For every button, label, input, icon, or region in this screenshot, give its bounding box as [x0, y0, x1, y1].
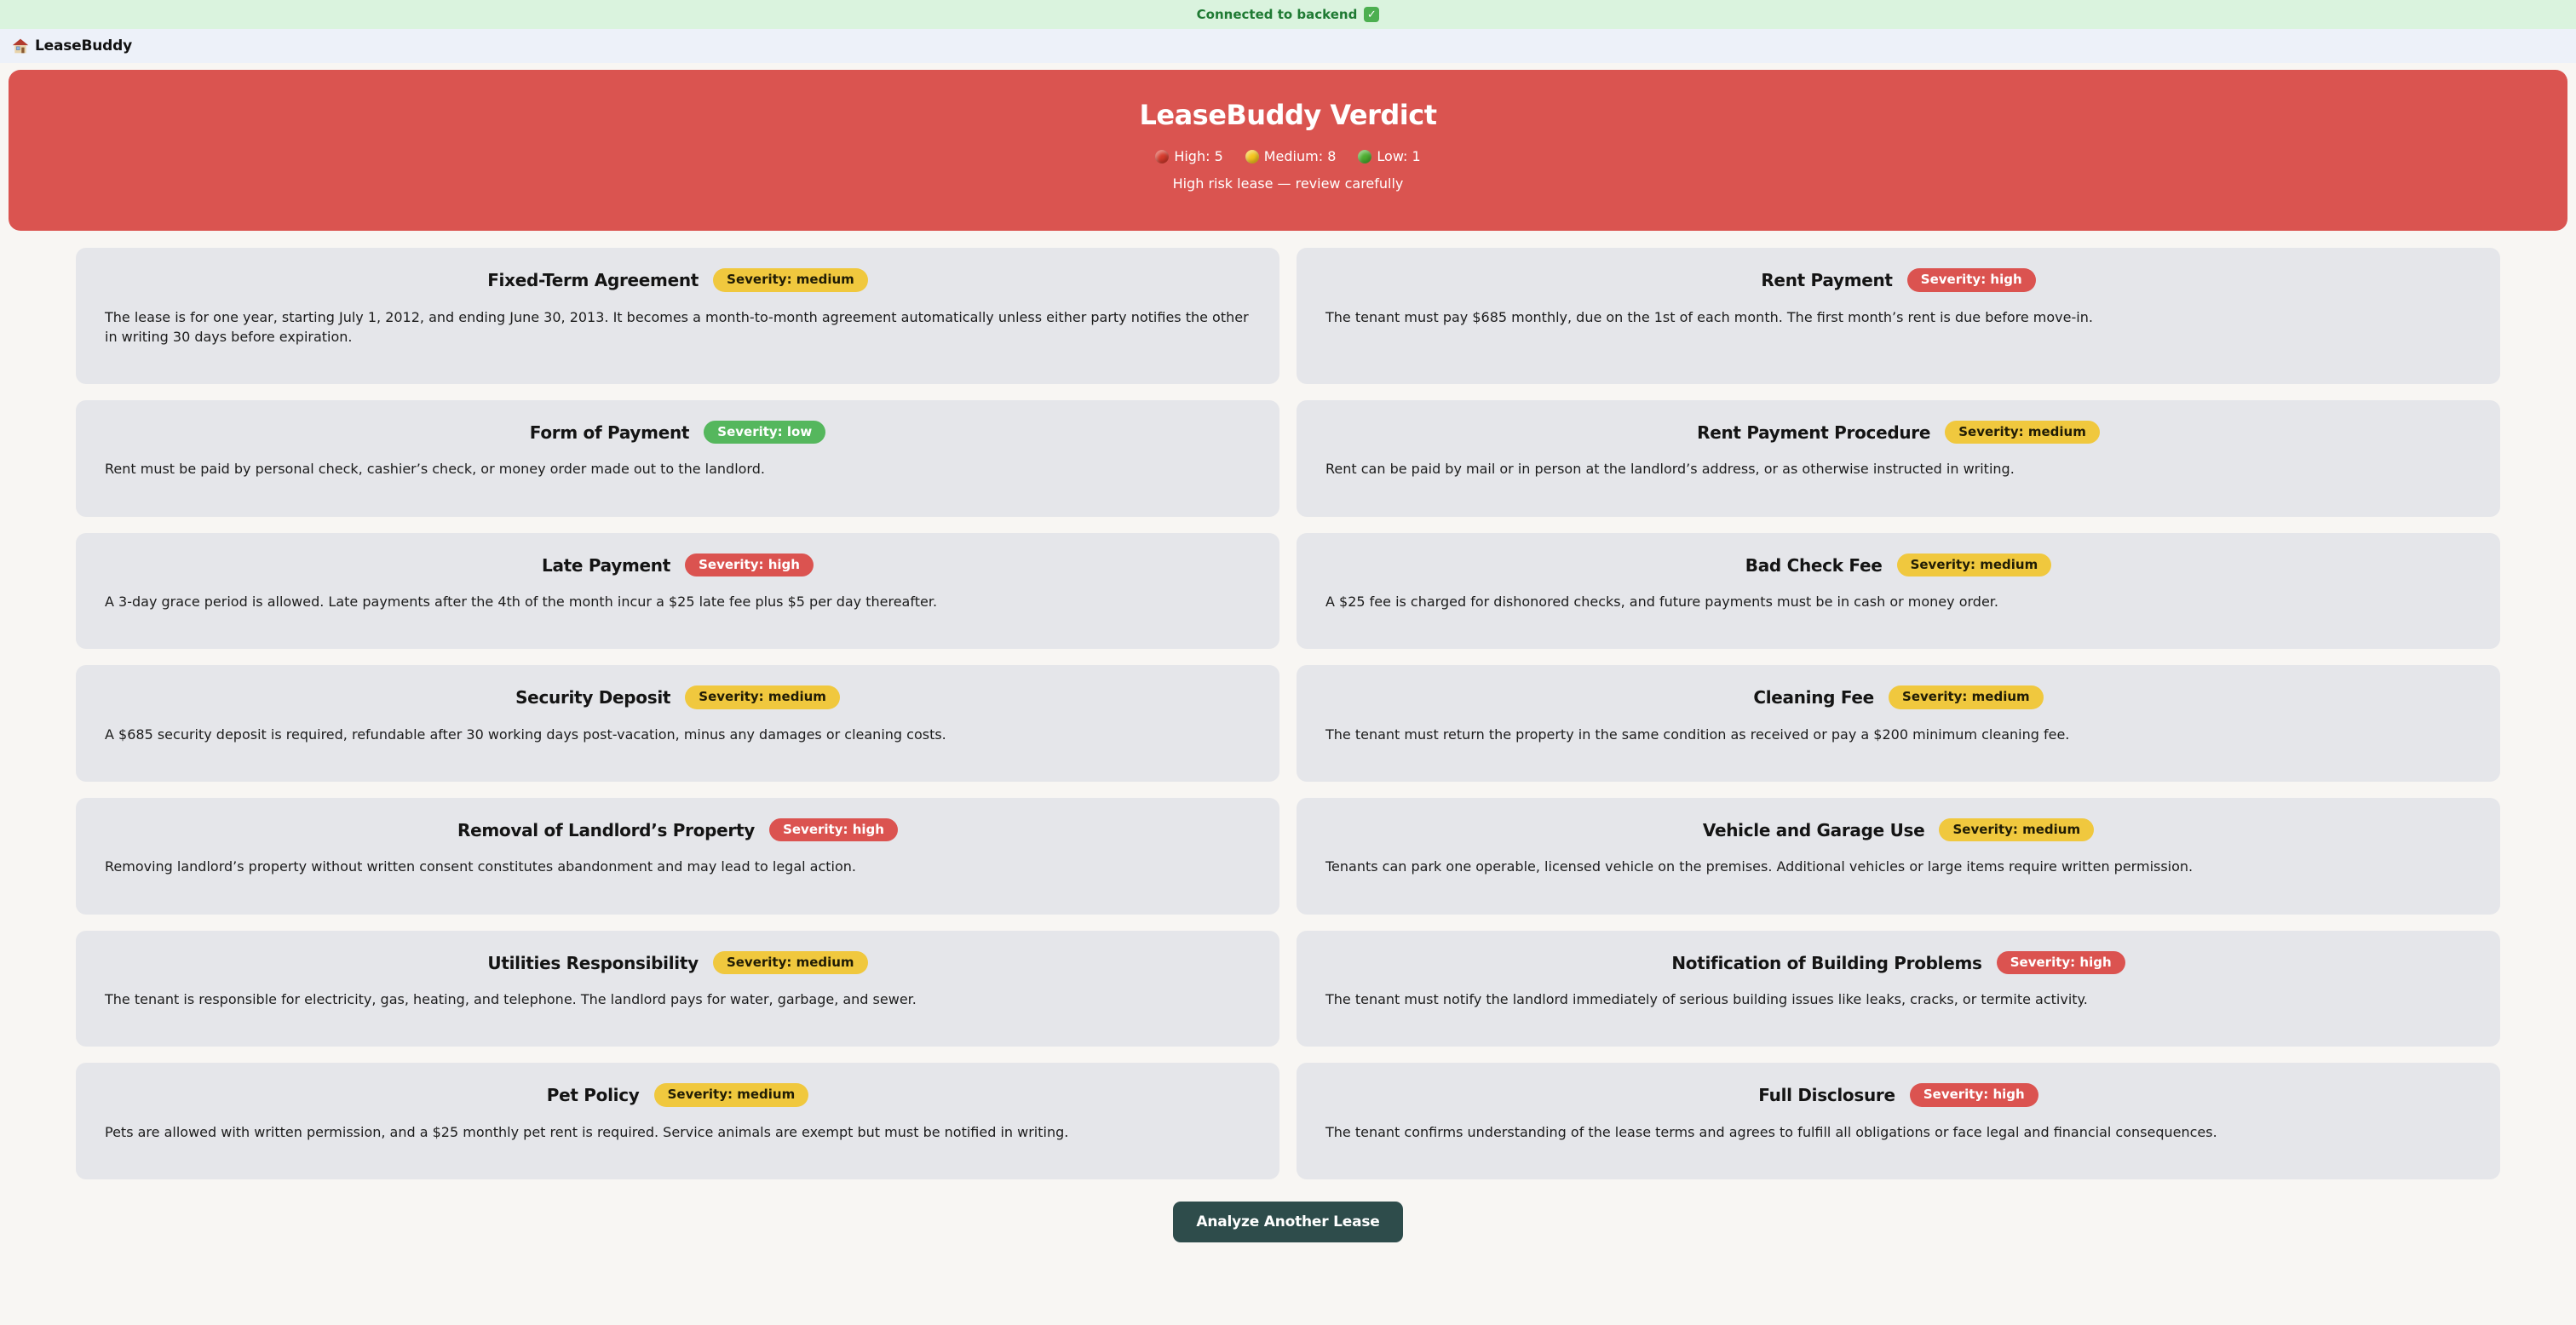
- clause-card-header: Vehicle and Garage Use Severity: medium: [1325, 817, 2471, 842]
- clause-card-header: Cleaning Fee Severity: medium: [1325, 685, 2471, 709]
- stat-medium: Medium: 8: [1245, 148, 1337, 164]
- clause-card: Form of Payment Severity: low Rent must …: [76, 399, 1279, 517]
- footer-actions: Analyze Another Lease: [0, 1202, 2576, 1242]
- verdict-title: LeaseBuddy Verdict: [1139, 99, 1437, 131]
- severity-badge: Severity: high: [685, 553, 814, 577]
- severity-badge: Severity: medium: [1896, 553, 2052, 577]
- severity-badge: Severity: high: [1909, 1083, 2038, 1107]
- clause-card: Full Disclosure Severity: high The tenan…: [1297, 1063, 2500, 1179]
- clause-title: Removal of Landlord’s Property: [457, 819, 755, 840]
- clause-description: A $685 security deposit is required, ref…: [105, 726, 946, 743]
- clause-card-header: Form of Payment Severity: low: [105, 420, 1251, 445]
- clause-description: Rent must be paid by personal check, cas…: [105, 461, 765, 478]
- clause-title: Form of Payment: [529, 422, 690, 443]
- clause-card: Security Deposit Severity: medium A $685…: [76, 665, 1279, 782]
- severity-badge: Severity: medium: [712, 950, 868, 975]
- clause-card: Late Payment Severity: high A 3-day grac…: [76, 532, 1279, 650]
- clause-card: Rent Payment Severity: high The tenant m…: [1297, 248, 2500, 384]
- medium-dot-icon: [1245, 149, 1259, 163]
- clause-description: The tenant must pay $685 monthly, due on…: [1325, 308, 2093, 325]
- clause-card-header: Late Payment Severity: high: [105, 553, 1251, 577]
- clause-description: Pets are allowed with written permission…: [105, 1123, 1069, 1140]
- verdict-panel: LeaseBuddy Verdict High: 5 Medium: 8 Low…: [9, 70, 2567, 231]
- clause-title: Pet Policy: [546, 1085, 640, 1106]
- clause-card-header: Pet Policy Severity: medium: [105, 1083, 1251, 1107]
- backend-status-text: Connected to backend: [1196, 7, 1358, 22]
- severity-badge: Severity: low: [704, 420, 826, 445]
- stat-high-text: High: 5: [1174, 148, 1223, 164]
- clause-card: Removal of Landlord’s Property Severity:…: [76, 797, 1279, 915]
- clause-card: Bad Check Fee Severity: medium A $25 fee…: [1297, 532, 2500, 650]
- check-icon: ✓: [1364, 7, 1380, 22]
- stat-low-text: Low: 1: [1377, 148, 1421, 164]
- clause-description: The tenant is responsible for electricit…: [105, 991, 917, 1008]
- clause-card: Utilities Responsibility Severity: mediu…: [76, 930, 1279, 1047]
- clause-card: Cleaning Fee Severity: medium The tenant…: [1297, 665, 2500, 782]
- clause-card-header: Rent Payment Procedure Severity: medium: [1325, 420, 2471, 445]
- clause-title: Rent Payment: [1761, 269, 1893, 290]
- severity-badge: Severity: high: [1996, 950, 2125, 975]
- clause-description: A 3-day grace period is allowed. Late pa…: [105, 594, 938, 611]
- clause-card: Fixed-Term Agreement Severity: medium Th…: [76, 248, 1279, 384]
- clause-title: Full Disclosure: [1758, 1085, 1895, 1106]
- clause-card-header: Security Deposit Severity: medium: [105, 685, 1251, 709]
- clause-title: Rent Payment Procedure: [1697, 422, 1931, 443]
- clause-title: Cleaning Fee: [1753, 687, 1874, 708]
- severity-badge: Severity: medium: [653, 1083, 809, 1107]
- clause-title: Late Payment: [542, 554, 670, 576]
- low-dot-icon: [1358, 149, 1372, 163]
- verdict-stats: High: 5 Medium: 8 Low: 1: [9, 148, 2567, 164]
- clause-card: Vehicle and Garage Use Severity: medium …: [1297, 797, 2500, 915]
- stat-low: Low: 1: [1358, 148, 1421, 164]
- analyze-another-lease-button[interactable]: Analyze Another Lease: [1173, 1202, 1403, 1242]
- verdict-subtitle: High risk lease — review carefully: [1172, 175, 1404, 192]
- severity-badge: Severity: high: [769, 817, 898, 842]
- app-header: LeaseBuddy: [0, 29, 2576, 63]
- clause-description: The tenant must notify the landlord imme…: [1325, 991, 2088, 1008]
- clause-card-header: Removal of Landlord’s Property Severity:…: [105, 817, 1251, 842]
- clause-card-header: Full Disclosure Severity: high: [1325, 1083, 2471, 1107]
- stat-medium-text: Medium: 8: [1263, 148, 1337, 164]
- clause-title: Vehicle and Garage Use: [1702, 819, 1925, 840]
- clause-card: Rent Payment Procedure Severity: medium …: [1297, 399, 2500, 517]
- clause-description: The lease is for one year, starting July…: [105, 308, 1249, 345]
- clause-description: The tenant must return the property in t…: [1325, 726, 2070, 743]
- clause-title: Bad Check Fee: [1745, 554, 1883, 576]
- clause-description: Tenants can park one operable, licensed …: [1325, 858, 2194, 875]
- clause-title: Utilities Responsibility: [487, 952, 699, 973]
- severity-badge: Severity: high: [1906, 268, 2036, 292]
- clause-description: A $25 fee is charged for dishonored chec…: [1325, 594, 1998, 611]
- stat-high: High: 5: [1155, 148, 1223, 164]
- clause-title: Security Deposit: [515, 687, 671, 708]
- clause-card-header: Utilities Responsibility Severity: mediu…: [105, 950, 1251, 975]
- clause-description: Rent can be paid by mail or in person at…: [1325, 461, 2015, 478]
- brand-name: LeaseBuddy: [35, 37, 132, 54]
- severity-badge: Severity: medium: [1889, 685, 2044, 709]
- severity-badge: Severity: medium: [713, 268, 868, 292]
- clause-title: Fixed-Term Agreement: [487, 269, 699, 290]
- clause-card-header: Fixed-Term Agreement Severity: medium: [105, 268, 1251, 292]
- clause-card: Notification of Building Problems Severi…: [1297, 930, 2500, 1047]
- backend-status-banner: Connected to backend ✓: [0, 0, 2576, 29]
- clause-card-header: Bad Check Fee Severity: medium: [1325, 553, 2471, 577]
- severity-badge: Severity: medium: [1939, 817, 2095, 842]
- clause-card-header: Rent Payment Severity: high: [1325, 268, 2471, 292]
- clause-description: Removing landlord’s property without wri…: [105, 858, 856, 875]
- severity-badge: Severity: medium: [685, 685, 840, 709]
- high-dot-icon: [1155, 149, 1170, 163]
- severity-badge: Severity: medium: [1945, 420, 2100, 445]
- cards-grid: Fixed-Term Agreement Severity: medium Th…: [76, 248, 2500, 1179]
- clause-card: Pet Policy Severity: medium Pets are all…: [76, 1063, 1279, 1179]
- house-icon: [12, 37, 29, 54]
- clause-description: The tenant confirms understanding of the…: [1325, 1123, 2217, 1140]
- clause-title: Notification of Building Problems: [1671, 952, 1982, 973]
- clause-card-header: Notification of Building Problems Severi…: [1325, 950, 2471, 975]
